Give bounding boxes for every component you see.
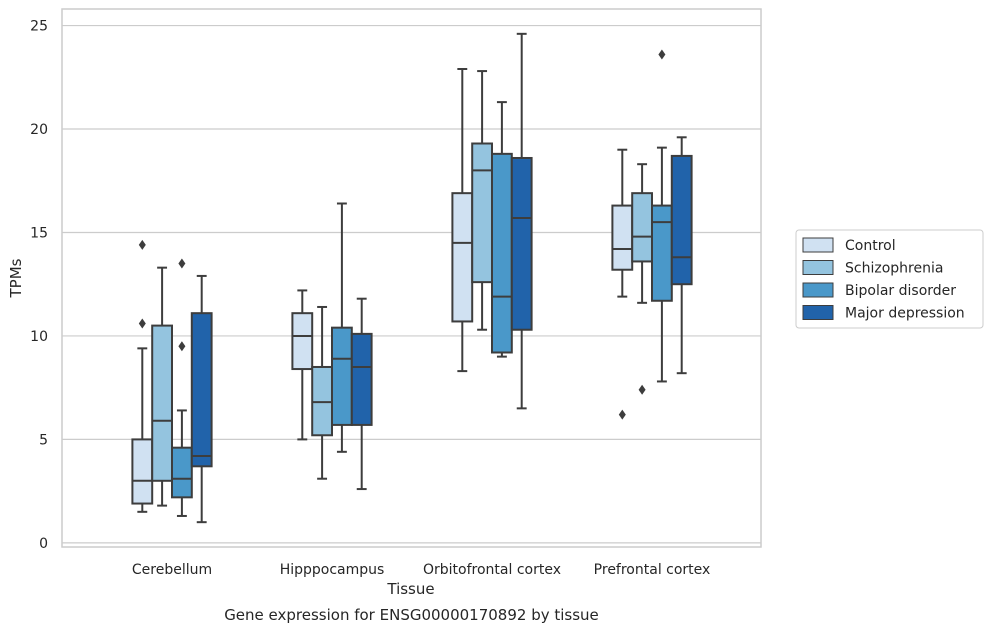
box-body [291,312,314,371]
box [451,68,474,373]
box-body [171,446,193,499]
legend-swatch [802,260,834,275]
y-tick-labels: 0 5 10 15 20 25 [30,19,48,552]
legend-frame [795,229,984,329]
box [151,266,173,507]
legend: Control Schizophrenia Bipolar disorder Majo… [795,229,984,329]
box-body [471,142,494,284]
outlier-point [178,341,186,352]
outlier-point [618,409,626,420]
box-body [451,192,474,323]
box [291,289,314,441]
y-tick-label: 0 [39,536,48,552]
box [350,297,373,491]
outlier-point [638,384,646,395]
box [190,274,213,524]
chart-caption: Gene expression for ENSG00000170892 by t… [224,606,599,624]
box [311,305,334,480]
boxes [131,32,693,524]
box [611,148,634,420]
gridlines [62,24,761,544]
y-axis-label: TPMs [7,258,25,298]
legend-label: Control [845,238,896,254]
box [331,202,353,453]
box [510,32,533,410]
legend-swatch [802,237,834,253]
x-tick-label: Orbitofrontal cortex [423,562,561,578]
box-body [651,204,673,302]
x-tick-label: Hipppocampus [280,562,385,578]
box [131,239,154,513]
legend-swatch [802,282,834,298]
outlier-point [658,49,666,60]
box-body [131,438,154,505]
y-tick-label: 10 [30,329,48,345]
outlier-point [138,239,146,250]
y-tick-label: 20 [30,122,48,138]
legend-label: Major depression [845,306,965,322]
y-tick-label: 5 [39,432,48,448]
box-body [331,326,353,426]
legend-label: Schizophrenia [845,261,943,277]
box-body [350,332,373,426]
x-axis-label: Tissue [386,580,434,598]
box-body [311,365,334,437]
box-body [510,156,533,331]
y-tick-label: 25 [30,19,48,35]
legend-swatch [802,305,834,320]
box-body [491,152,513,354]
x-tick-labels: Cerebellum Hipppocampus Orbitofrontal cort… [132,562,710,578]
box-body [611,204,634,271]
box-body [151,324,173,482]
box [651,49,673,383]
outlier-point [178,258,186,269]
plot-frame [61,8,762,548]
legend-label: Bipolar disorder [845,283,956,299]
box [670,136,693,375]
box-body [631,192,654,263]
y-tick-label: 15 [30,225,48,241]
x-tick-label: Cerebellum [132,562,212,578]
box [171,258,193,517]
x-tick-label: Prefrontal cortex [594,562,711,578]
box [491,101,513,358]
box [631,163,654,395]
box-body [670,154,693,286]
outlier-point [138,318,146,329]
box [471,70,494,331]
box-body [190,312,213,468]
